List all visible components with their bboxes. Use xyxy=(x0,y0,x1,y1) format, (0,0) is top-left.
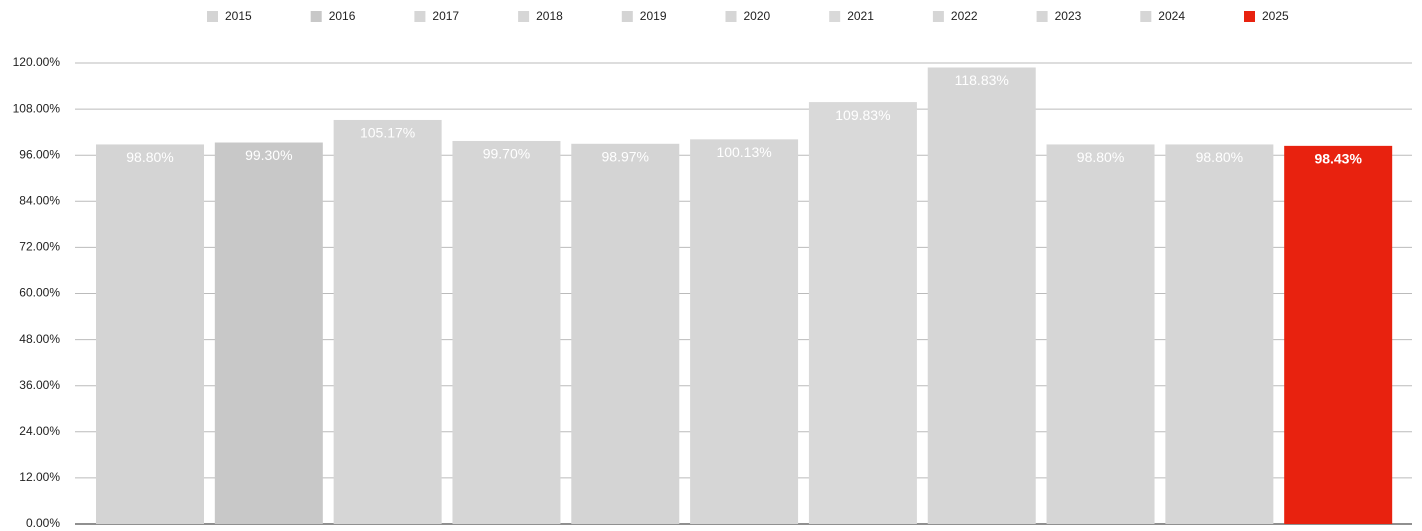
bar xyxy=(452,140,561,524)
y-tick-label: 84.00% xyxy=(19,193,60,207)
data-label: 109.83% xyxy=(835,107,890,123)
legend-swatch xyxy=(621,11,633,22)
legend-swatch xyxy=(1244,11,1255,22)
legend-label: 2025 xyxy=(1262,9,1289,23)
legend-swatch xyxy=(932,11,944,22)
y-tick-label: 48.00% xyxy=(19,332,60,346)
y-tick-label: 0.00% xyxy=(26,516,60,530)
legend-swatch xyxy=(207,11,218,22)
legend-label: 2016 xyxy=(329,9,356,23)
bar xyxy=(1165,144,1274,524)
bar xyxy=(1046,144,1155,524)
bar xyxy=(1284,145,1393,524)
bar xyxy=(214,142,323,524)
legend-swatch xyxy=(310,11,322,22)
legend-swatch xyxy=(1036,11,1048,22)
data-label: 99.30% xyxy=(245,147,292,163)
data-label: 98.80% xyxy=(126,149,173,165)
bar xyxy=(927,67,1036,524)
y-tick-label: 108.00% xyxy=(13,101,61,115)
y-tick-label: 72.00% xyxy=(19,240,60,254)
y-tick-label: 96.00% xyxy=(19,147,60,161)
data-label: 105.17% xyxy=(360,125,415,141)
bar xyxy=(808,102,917,524)
y-tick-label: 60.00% xyxy=(19,286,60,300)
legend-label: 2015 xyxy=(225,9,252,23)
data-label: 99.70% xyxy=(483,146,530,162)
legend-label: 2018 xyxy=(536,9,563,23)
bar xyxy=(96,144,204,524)
y-tick-label: 24.00% xyxy=(19,424,60,438)
legend-swatch xyxy=(829,11,841,22)
y-tick-label: 36.00% xyxy=(19,378,60,392)
legend-label: 2021 xyxy=(847,9,874,23)
data-label: 98.97% xyxy=(602,148,649,164)
data-label: 98.43% xyxy=(1314,151,1362,167)
data-label: 118.83% xyxy=(955,72,1009,88)
data-label: 98.80% xyxy=(1077,149,1124,165)
y-tick-label: 120.00% xyxy=(13,55,61,69)
y-tick-label: 12.00% xyxy=(19,470,60,484)
legend-label: 2020 xyxy=(744,9,771,23)
legend-swatch xyxy=(1140,11,1152,22)
legend-label: 2017 xyxy=(432,9,459,23)
legend-label: 2019 xyxy=(640,9,667,23)
bar xyxy=(690,139,799,524)
bar xyxy=(333,119,442,524)
legend-swatch xyxy=(414,11,426,22)
legend-label: 2023 xyxy=(1055,9,1082,23)
data-label: 100.13% xyxy=(716,144,771,160)
legend-label: 2022 xyxy=(951,9,978,23)
bar xyxy=(571,143,680,524)
legend-swatch xyxy=(518,11,530,22)
legend-label: 2024 xyxy=(1158,9,1185,23)
data-label: 98.80% xyxy=(1196,149,1243,165)
legend-swatch xyxy=(725,11,737,22)
